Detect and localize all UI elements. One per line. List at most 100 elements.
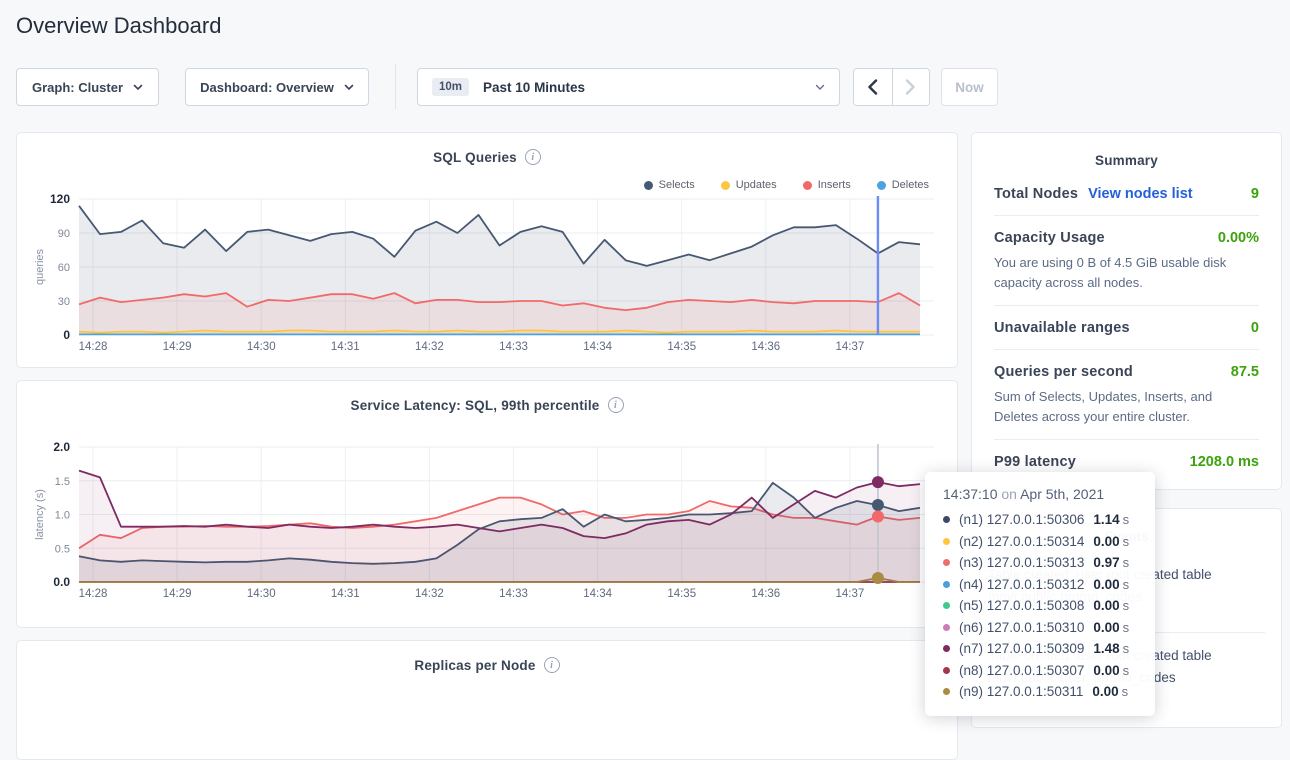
summary-value: 9	[1251, 186, 1259, 202]
svg-text:14:35: 14:35	[667, 588, 696, 600]
summary-title: Summary	[972, 133, 1281, 168]
summary-label: P99 latency	[994, 454, 1076, 470]
series-dot-icon	[943, 645, 950, 652]
tooltip-node-row: (n8) 127.0.0.1:503070.00s	[943, 660, 1137, 682]
svg-text:0.0: 0.0	[53, 575, 70, 589]
page-title: Overview Dashboard	[16, 13, 221, 39]
svg-text:14:33: 14:33	[499, 341, 528, 353]
summary-value: 0	[1251, 320, 1259, 336]
graph-selector-dropdown[interactable]: Graph: Cluster	[16, 68, 159, 106]
tooltip-node-row: (n4) 127.0.0.1:503120.00s	[943, 574, 1137, 596]
series-dot-icon	[943, 602, 950, 609]
info-icon[interactable]: i	[544, 657, 560, 673]
sql-queries-chart-title: SQL Queries	[433, 150, 517, 165]
svg-text:90: 90	[58, 228, 70, 240]
svg-text:14:36: 14:36	[751, 588, 780, 600]
series-dot-icon	[943, 538, 950, 545]
time-step-buttons	[853, 68, 930, 106]
summary-row: Queries per second 87.5 Sum of Selects, Up…	[994, 350, 1259, 440]
series-dot-icon	[943, 581, 950, 588]
summary-row: Capacity Usage0.00%You are using 0 B of …	[994, 216, 1259, 306]
chart-hover-tooltip: 14:37:10 on Apr 5th, 2021 (n1) 127.0.0.1…	[925, 472, 1155, 716]
svg-text:14:30: 14:30	[247, 588, 276, 600]
time-back-button[interactable]	[854, 69, 892, 105]
service-latency-chart-title: Service Latency: SQL, 99th percentile	[351, 398, 600, 413]
svg-text:14:31: 14:31	[331, 341, 360, 353]
summary-value: 0.00%	[1218, 230, 1259, 246]
summary-row: Unavailable ranges 0	[994, 306, 1259, 350]
summary-panel: Summary Total Nodes View nodes list 9 Capac…	[971, 132, 1282, 490]
tooltip-timestamp: 14:37:10 on Apr 5th, 2021	[943, 486, 1137, 502]
svg-text:60: 60	[58, 262, 70, 274]
tooltip-node-row: (n5) 127.0.0.1:503080.00s	[943, 595, 1137, 617]
tooltip-node-row: (n7) 127.0.0.1:503091.48s	[943, 638, 1137, 660]
chevron-down-icon	[133, 82, 143, 92]
time-range-badge: 10m	[432, 78, 469, 96]
service-latency-card: Service Latency: SQL, 99th percentile i …	[16, 380, 958, 628]
now-button[interactable]: Now	[941, 68, 998, 106]
summary-label: Queries per second	[994, 364, 1133, 380]
svg-text:14:28: 14:28	[79, 341, 108, 353]
legend-item-deletes[interactable]: Deletes	[877, 179, 929, 191]
summary-label: Capacity Usage	[994, 230, 1105, 246]
series-dot-icon	[943, 559, 950, 566]
time-forward-button[interactable]	[892, 69, 930, 105]
chevron-down-icon	[815, 82, 825, 92]
tooltip-node-row: (n3) 127.0.0.1:503130.97s	[943, 552, 1137, 574]
series-dot-icon	[943, 624, 950, 631]
info-icon[interactable]: i	[525, 149, 541, 165]
legend-dot-icon	[803, 181, 812, 190]
replicas-per-node-card: Replicas per Node i	[16, 640, 958, 760]
view-nodes-list-link[interactable]: View nodes list	[1088, 186, 1193, 202]
svg-text:30: 30	[58, 296, 70, 308]
sql-queries-chart[interactable]: 14:28 14:29 14:30 14:31 14:32 14:33 14:34 14:35…	[17, 133, 957, 365]
replicas-chart-title: Replicas per Node	[414, 658, 535, 673]
legend-dot-icon	[877, 181, 886, 190]
sql-queries-card: SQL Queries i Selects Updates Inserts Delet…	[16, 132, 958, 368]
series-dot-icon	[943, 688, 950, 695]
svg-text:latency (s): latency (s)	[34, 489, 46, 540]
svg-text:14:34: 14:34	[583, 341, 612, 353]
chevron-right-icon	[905, 79, 916, 95]
time-range-picker[interactable]: 10m Past 10 Minutes	[417, 68, 840, 106]
service-latency-chart[interactable]: 14:2814:2914:3014:3114:3214:3314:3414:35…	[17, 381, 957, 627]
chevron-left-icon	[867, 79, 878, 95]
tooltip-node-row: (n6) 127.0.0.1:503100.00s	[943, 617, 1137, 639]
summary-label: Total Nodes	[994, 186, 1078, 202]
svg-text:120: 120	[50, 192, 70, 206]
svg-text:14:32: 14:32	[415, 588, 444, 600]
svg-text:0: 0	[63, 328, 70, 342]
svg-text:14:29: 14:29	[163, 588, 192, 600]
svg-text:1.5: 1.5	[55, 476, 70, 488]
svg-text:14:37: 14:37	[836, 341, 865, 353]
info-icon[interactable]: i	[608, 397, 624, 413]
legend-dot-icon	[644, 181, 653, 190]
summary-subtext: Sum of Selects, Updates, Inserts, and De…	[994, 387, 1259, 426]
time-range-label: Past 10 Minutes	[483, 80, 815, 95]
tooltip-node-row: (n1) 127.0.0.1:503061.14s	[943, 509, 1137, 531]
svg-text:14:37: 14:37	[836, 588, 865, 600]
svg-text:14:36: 14:36	[751, 341, 780, 353]
toolbar-divider	[395, 64, 396, 109]
summary-label: Unavailable ranges	[994, 320, 1130, 336]
svg-text:14:29: 14:29	[163, 341, 192, 353]
svg-text:0.5: 0.5	[55, 543, 70, 555]
svg-text:14:35: 14:35	[667, 341, 696, 353]
svg-text:14:31: 14:31	[331, 588, 360, 600]
legend-item-updates[interactable]: Updates	[721, 179, 777, 191]
dashboard-selector-dropdown[interactable]: Dashboard: Overview	[185, 68, 369, 106]
svg-text:1.0: 1.0	[55, 510, 70, 522]
svg-text:2.0: 2.0	[53, 440, 70, 454]
summary-value: 87.5	[1231, 364, 1259, 380]
summary-value: 1208.0 ms	[1190, 454, 1259, 470]
svg-text:14:28: 14:28	[79, 588, 108, 600]
series-dot-icon	[943, 667, 950, 674]
legend-dot-icon	[721, 181, 730, 190]
tooltip-node-row: (n2) 127.0.0.1:503140.00s	[943, 531, 1137, 553]
legend-item-inserts[interactable]: Inserts	[803, 179, 851, 191]
svg-text:14:30: 14:30	[247, 341, 276, 353]
svg-text:14:32: 14:32	[415, 341, 444, 353]
legend-item-selects[interactable]: Selects	[644, 179, 695, 191]
summary-row: Total Nodes View nodes list 9	[994, 172, 1259, 216]
tooltip-node-row: (n9) 127.0.0.1:503110.00s	[943, 681, 1137, 703]
